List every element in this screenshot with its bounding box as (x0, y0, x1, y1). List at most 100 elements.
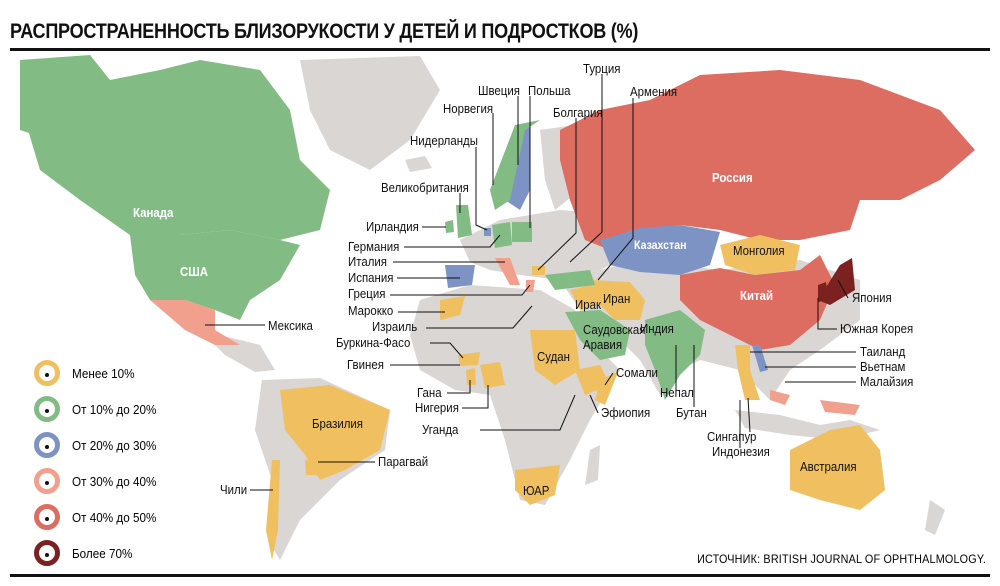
legend-swatch-icon (34, 360, 60, 386)
legend-label: Менее 10% (72, 365, 135, 381)
label-saudi-2: Аравия (583, 337, 623, 352)
greenland (300, 56, 440, 170)
label-poland: Польша (528, 83, 571, 98)
label-ireland: Ирландия (366, 219, 419, 234)
label-nigeria: Нигерия (415, 400, 459, 415)
label-korea: Южная Корея (840, 321, 914, 336)
alaska-shape (20, 60, 80, 140)
title-rule (10, 48, 990, 51)
uk-shape (456, 205, 472, 238)
legend-item: От 10% до 20% (34, 391, 166, 427)
legend-item: От 40% до 50% (34, 499, 166, 535)
legend-swatch-icon (34, 504, 60, 530)
legend-item: Более 70% (34, 535, 166, 571)
iraq-shape (570, 285, 597, 310)
map-title: РАСПРОСТРАНЕННОСТЬ БЛИЗОРУКОСТИ У ДЕТЕЙ … (10, 20, 639, 43)
mongolia-shape (720, 235, 800, 275)
label-ghana: Гана (417, 385, 442, 400)
ghana-shape (466, 368, 476, 385)
legend-swatch-icon (34, 396, 60, 422)
nigeria-shape (480, 362, 505, 388)
morocco-shape (440, 296, 465, 320)
label-mongolia: Монголия (733, 243, 785, 258)
leader-lines (205, 74, 856, 491)
label-iraq: Ирак (575, 297, 601, 312)
spain-shape (445, 265, 475, 288)
somalia-shape (595, 372, 618, 405)
label-china: Китай (740, 288, 774, 303)
label-morocco: Марокко (348, 303, 394, 318)
label-india: Индия (640, 321, 674, 336)
netherlands-shape (484, 228, 491, 236)
label-australia: Австралия (800, 459, 857, 474)
russia-shape (560, 70, 975, 250)
greece-shape (526, 280, 535, 292)
legend-item: Менее 10% (34, 355, 166, 391)
label-somalia: Сомали (616, 365, 658, 380)
label-sweden: Швеция (478, 83, 520, 98)
label-norway: Норвегия (443, 101, 494, 116)
legend-swatch-icon (34, 432, 60, 458)
label-thailand: Таиланд (860, 344, 906, 359)
source-note: ИСТОЧНИК: BRITISH JOURNAL OF OPHTHALMOLO… (697, 552, 986, 566)
chile-shape (266, 460, 280, 560)
label-armenia: Армения (630, 84, 678, 99)
sudan-shape (530, 330, 580, 385)
label-turkey: Турция (583, 61, 621, 76)
label-bulgaria: Болгария (553, 105, 603, 120)
madagascar (585, 445, 600, 485)
legend-label: От 10% до 20% (72, 401, 157, 417)
label-brazil: Бразилия (312, 416, 364, 431)
label-guinea: Гвинея (347, 357, 384, 372)
label-italy: Италия (348, 254, 387, 269)
iceland (405, 156, 432, 172)
malaysia-shape (770, 390, 790, 405)
label-ethiopia: Эфиопия (601, 405, 651, 420)
label-burkina: Буркина-Фасо (336, 335, 411, 350)
australia-shape (790, 425, 885, 510)
label-spain: Испания (348, 270, 394, 285)
label-greece: Греция (348, 286, 386, 301)
label-russia: Россия (712, 170, 753, 185)
label-bhutan: Бутан (676, 405, 707, 420)
label-uk: Великобритания (381, 180, 469, 195)
italy-shape (495, 258, 520, 285)
legend-item: От 20% до 30% (34, 427, 166, 463)
legend-swatch-icon (34, 540, 60, 566)
bottom-rule (10, 574, 990, 577)
saudi-shape (565, 310, 630, 360)
norway-shape (490, 120, 540, 210)
label-sudan: Судан (537, 349, 570, 364)
legend-label: От 30% до 40% (72, 473, 157, 489)
legend-label: Более 70% (72, 545, 133, 561)
label-nepal: Непал (660, 385, 694, 400)
mexico-shape (150, 300, 240, 345)
legend-label: От 40% до 50% (72, 509, 157, 525)
sea-asia-shape (735, 345, 760, 400)
label-vietnam: Вьетнам (860, 359, 906, 374)
label-uganda: Уганда (422, 422, 459, 437)
new-zealand (925, 500, 945, 535)
label-malaysia: Малайзия (860, 374, 914, 389)
legend-item: От 30% до 40% (34, 463, 166, 499)
brazil-shape (280, 385, 390, 480)
label-japan: Япония (852, 290, 892, 305)
label-usa: США (180, 264, 209, 279)
label-netherlands: Нидерланды (410, 133, 478, 148)
poland-shape (512, 222, 532, 242)
label-israel: Израиль (372, 319, 418, 334)
label-canada: Канада (133, 205, 174, 220)
burkina-shape (458, 352, 480, 366)
turkey-shape (545, 270, 595, 290)
iran-shape (590, 280, 645, 320)
china-shape (680, 255, 835, 350)
label-kazakhstan: Казахстан (634, 238, 687, 252)
label-saudi-1: Саудовская (583, 322, 646, 337)
bulgaria-shape (532, 266, 545, 275)
label-chile: Чили (220, 482, 248, 497)
label-germany: Германия (348, 239, 400, 254)
label-paraguay: Парагвай (378, 454, 429, 469)
label-mexico: Мексика (268, 318, 313, 333)
sar-shape (515, 465, 560, 505)
